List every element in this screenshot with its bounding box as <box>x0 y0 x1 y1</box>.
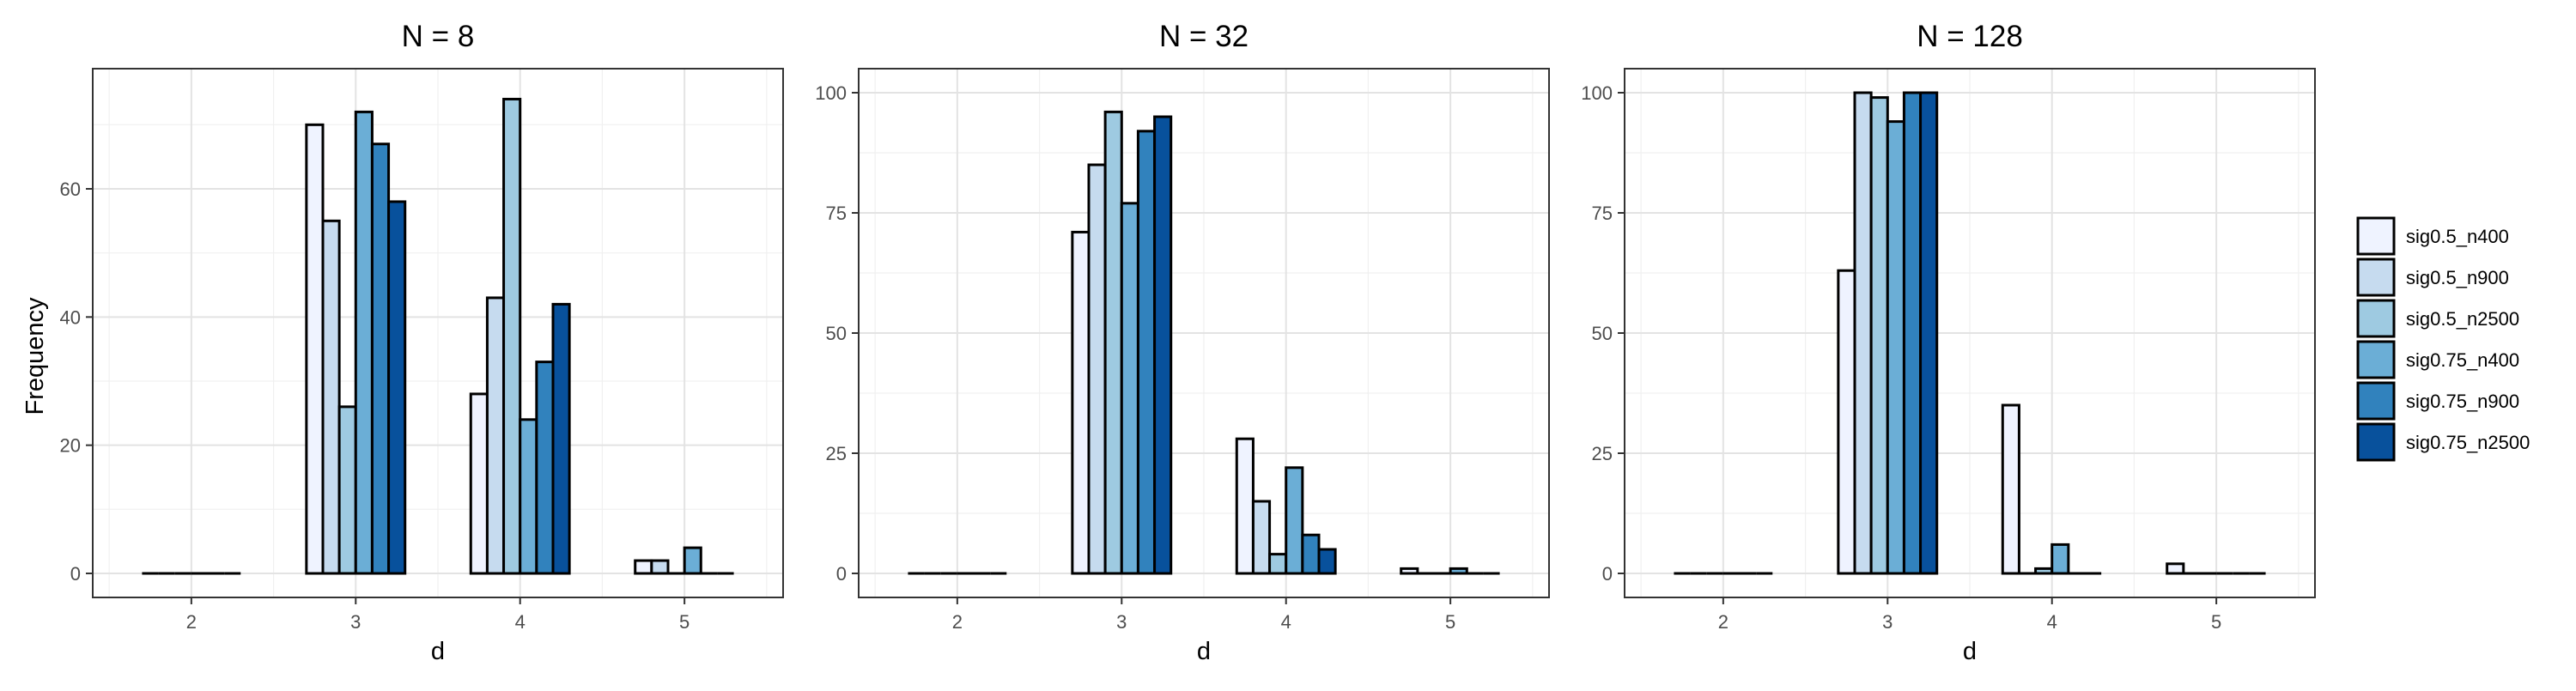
legend-label: sig0.5_n2500 <box>2406 308 2519 330</box>
y-tick-label: 25 <box>826 443 847 464</box>
bar-sig0.5_n2500-d3 <box>1869 96 1889 575</box>
panel-3: 0 25 50 75 100 2 3 4 5 N = 128 d <box>1581 20 2316 665</box>
bar-sig0.75_n900-d3 <box>1902 91 1923 575</box>
bar-sig0.5_n400-d3 <box>1071 230 1091 575</box>
legend-label: sig0.5_n900 <box>2406 267 2509 288</box>
bar-sig0.5_n400-d4 <box>2001 403 2020 575</box>
y-tick-label: 20 <box>60 435 81 457</box>
bar-sig0.5_n2500-d4 <box>2034 567 2054 575</box>
bar-sig0.75_n400-d5 <box>683 546 702 575</box>
legend-label: sig0.75_n400 <box>2406 349 2519 371</box>
bar-sig0.75_n400-d4 <box>2050 542 2070 575</box>
legend-label: sig0.75_n2500 <box>2406 432 2530 453</box>
bar-sig0.75_n400-d4 <box>1285 466 1304 575</box>
y-tick-label: 0 <box>1602 563 1613 585</box>
bar-sig0.5_n400-d5 <box>2166 562 2185 575</box>
y-axis-label: Frequency <box>21 297 49 415</box>
x-tick-label: 4 <box>515 611 526 633</box>
panel-2: 0 25 50 75 100 2 3 4 5 N = 32 d <box>815 20 1550 665</box>
x-tick-label: 5 <box>1445 611 1455 633</box>
bar-sig0.5_n400-d4 <box>469 392 489 575</box>
bar-sig0.5_n900-d4 <box>485 296 506 575</box>
bar-sig0.75_n2500-d4 <box>551 302 571 575</box>
bar-sig0.5_n2500-d4 <box>502 97 522 575</box>
x-tick-label: 4 <box>1281 611 1291 633</box>
x-axis-label: d <box>431 638 445 665</box>
panel-border <box>92 68 784 598</box>
bar-sig0.5_n2500-d3 <box>1103 110 1123 575</box>
y-tick-label: 50 <box>826 323 847 344</box>
legend-key-sig0.5_n900 <box>2356 258 2396 297</box>
legend-label: sig0.5_n400 <box>2406 226 2509 247</box>
bar-sig0.75_n400-d3 <box>1886 120 1905 575</box>
bar-sig0.5_n900-d3 <box>1853 91 1873 575</box>
y-tick-label: 40 <box>60 306 81 328</box>
bar-sig0.75_n2500-d4 <box>1317 548 1337 575</box>
bar-sig0.5_n900-d3 <box>1087 163 1107 575</box>
bar-sig0.75_n900-d3 <box>370 142 391 575</box>
y-tick-label: 75 <box>826 203 847 224</box>
x-tick-label: 2 <box>952 611 963 633</box>
y-tick-label: 0 <box>836 563 847 585</box>
bar-sig0.5_n900-d5 <box>650 559 670 575</box>
bar-sig0.75_n900-d4 <box>1301 533 1321 575</box>
legend: sig0.5_n400 sig0.5_n900 sig0.5_n2500 sig0.7… <box>2356 216 2530 462</box>
bar-sig0.5_n900-d3 <box>321 219 341 575</box>
x-tick-label: 3 <box>1116 611 1127 633</box>
bar-sig0.75_n2500-d3 <box>1153 115 1173 575</box>
x-axis-label: d <box>1197 638 1211 665</box>
x-tick-label: 2 <box>1718 611 1728 633</box>
bar-sig0.75_n400-d5 <box>1449 567 1468 575</box>
bar-sig0.5_n900-d4 <box>1251 500 1272 575</box>
y-tick-label: 0 <box>70 563 81 585</box>
y-tick-label: 100 <box>815 82 847 104</box>
legend-key-sig0.75_n900 <box>2356 381 2396 421</box>
legend-label: sig0.75_n900 <box>2406 391 2519 412</box>
bar-sig0.75_n400-d3 <box>1120 202 1139 575</box>
legend-key-sig0.5_n2500 <box>2356 299 2396 338</box>
bar-sig0.75_n2500-d3 <box>1919 91 1939 575</box>
x-tick-label: 5 <box>679 611 690 633</box>
legend-key-sig0.75_n400 <box>2356 340 2396 379</box>
x-tick-label: 3 <box>1882 611 1893 633</box>
bar-sig0.5_n400-d3 <box>305 123 325 575</box>
y-tick-label: 75 <box>1592 203 1613 224</box>
bar-sig0.5_n2500-d4 <box>1268 553 1288 575</box>
y-tick-label: 100 <box>1581 82 1613 104</box>
panel-title: N = 128 <box>1917 20 2023 53</box>
panel-title: N = 8 <box>402 20 475 53</box>
bar-sig0.75_n400-d4 <box>519 418 538 575</box>
legend-key-sig0.5_n400 <box>2356 216 2396 256</box>
bar-sig0.75_n900-d3 <box>1136 130 1157 575</box>
bar-sig0.5_n400-d4 <box>1235 437 1255 575</box>
bar-sig0.75_n2500-d3 <box>387 200 407 575</box>
bar-sig0.5_n400-d3 <box>1837 269 1856 575</box>
bar-sig0.5_n400-d5 <box>634 559 653 575</box>
x-tick-label: 2 <box>186 611 197 633</box>
y-tick-label: 60 <box>60 179 81 200</box>
x-axis-label: d <box>1963 638 1977 665</box>
x-tick-label: 3 <box>350 611 361 633</box>
bar-sig0.5_n400-d5 <box>1400 567 1419 575</box>
panel-title: N = 32 <box>1159 20 1249 53</box>
x-tick-label: 5 <box>2211 611 2221 633</box>
y-tick-label: 25 <box>1592 443 1613 464</box>
panel-1: 0 20 40 60 2 3 4 5 N = 8 d <box>60 20 784 665</box>
y-tick-label: 50 <box>1592 323 1613 344</box>
bar-sig0.75_n900-d4 <box>535 361 555 575</box>
x-tick-label: 4 <box>2047 611 2057 633</box>
bar-sig0.5_n2500-d3 <box>337 405 357 575</box>
bar-sig0.75_n400-d3 <box>354 110 374 575</box>
legend-key-sig0.75_n2500 <box>2356 422 2396 462</box>
